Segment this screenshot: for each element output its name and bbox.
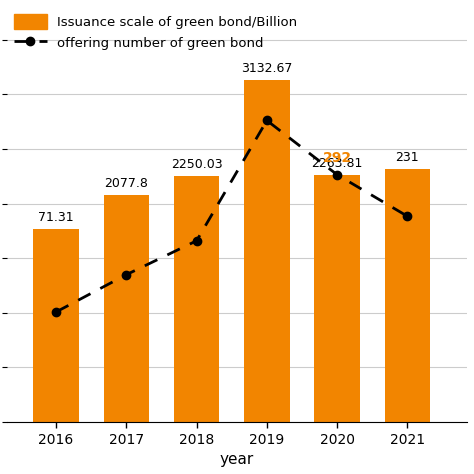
Text: 356: 356 (252, 97, 282, 110)
Text: 2250.03: 2250.03 (171, 158, 222, 172)
Text: 2: 2 (402, 192, 412, 206)
Text: 214: 214 (182, 217, 211, 231)
Text: 2077.8: 2077.8 (104, 177, 148, 190)
Text: 2263.81: 2263.81 (311, 157, 363, 170)
Bar (314, 175, 360, 422)
Text: 231: 231 (395, 151, 419, 164)
Text: 174: 174 (112, 251, 141, 265)
Bar (384, 169, 430, 422)
Text: 30: 30 (46, 288, 66, 302)
Text: 292: 292 (322, 151, 352, 165)
Text: 3132.67: 3132.67 (241, 62, 292, 75)
Legend: Issuance scale of green bond/Billion, offering number of green bond: Issuance scale of green bond/Billion, of… (14, 14, 297, 51)
X-axis label: year: year (220, 452, 254, 467)
Bar (33, 228, 79, 422)
Bar (174, 176, 219, 422)
Bar (103, 195, 149, 422)
Bar (244, 80, 290, 422)
Text: 71.31: 71.31 (38, 210, 74, 224)
